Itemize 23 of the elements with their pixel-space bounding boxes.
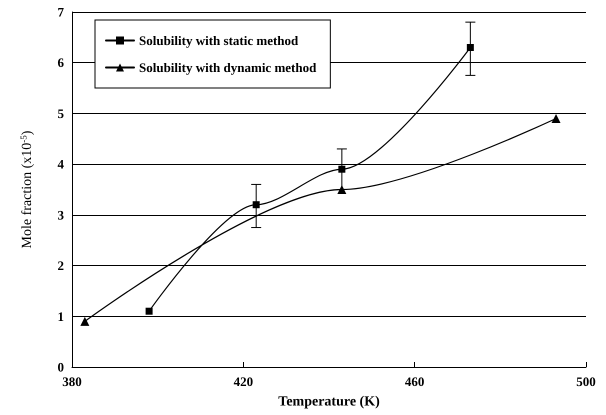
y-tick-label: 0 [58,360,64,374]
y-tick-label: 6 [58,55,64,70]
y-tick-label: 4 [58,156,64,172]
y-tick-label: 2 [58,258,64,274]
x-tick-label: 460 [404,374,424,389]
x-axis-title: Temperature (K) [278,394,380,410]
point [552,114,561,123]
y-tick-label: 7 [58,4,64,20]
point [146,308,153,315]
x-tick-label: 420 [234,374,254,389]
point [466,44,474,51]
x-tick-label: 500 [576,374,596,389]
point [80,316,90,326]
x-tick-label: 380 [62,374,82,389]
point [338,166,346,173]
point [337,185,346,194]
y-axis-title: Mole fraction (x10-5) [18,130,35,248]
y-tick-label: 5 [58,106,64,121]
y-tick-label: 3 [58,207,64,222]
legend-label: Solubility with static method [139,33,300,48]
y-tick-label: 1 [58,308,64,324]
point [252,201,260,208]
legend-label: Solubility with dynamic method [139,60,318,75]
